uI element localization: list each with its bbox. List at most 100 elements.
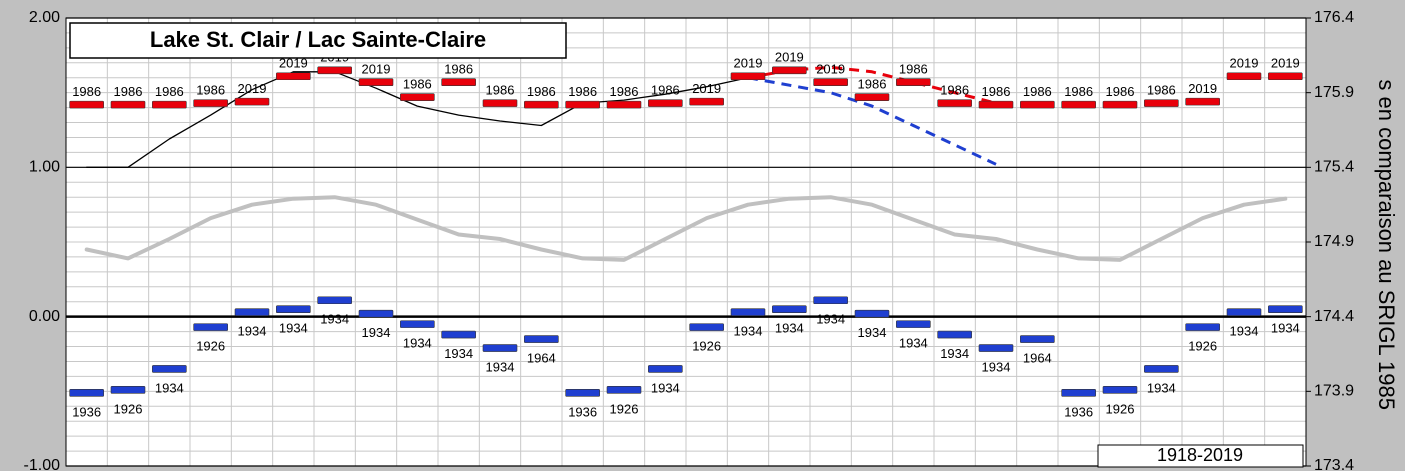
bar <box>193 99 228 107</box>
record-year-label: 1926 <box>196 339 225 354</box>
record-year-label: 1936 <box>1064 404 1093 419</box>
record-year-label: 1934 <box>816 312 845 327</box>
bar <box>1144 365 1179 373</box>
record-year-label: 1986 <box>403 77 432 92</box>
record-year-label: 1936 <box>568 404 597 419</box>
record-year-label: 1986 <box>527 84 556 99</box>
record-year-label: 1934 <box>858 325 887 340</box>
bar <box>234 97 270 106</box>
grid <box>66 17 1306 467</box>
bar <box>896 78 931 87</box>
record-year-label: 2019 <box>816 62 845 77</box>
record-year-label: 1964 <box>527 351 556 366</box>
record-year-label: 2019 <box>734 56 763 71</box>
bar <box>1020 335 1055 343</box>
y2-tick-label: 173.9 <box>1314 383 1354 400</box>
record-year-label: 2019 <box>279 56 308 71</box>
bar <box>1226 308 1262 316</box>
record-year-label: 1986 <box>155 84 184 99</box>
bar <box>1268 72 1303 81</box>
bar <box>276 305 311 314</box>
bar <box>441 78 476 87</box>
bar <box>606 100 642 109</box>
bar <box>400 93 435 101</box>
record-year-label: 1986 <box>610 84 639 99</box>
record-year-label: 1934 <box>279 321 308 336</box>
marks: 1986 1986 1986 1986 2019 2019 2019 2019 1986 1986… <box>69 50 1303 419</box>
record-year-label: 1934 <box>1271 321 1300 336</box>
record-year-label: 2019 <box>775 50 804 65</box>
bar <box>937 99 972 107</box>
bar <box>400 320 435 328</box>
record-year-label: 1934 <box>486 359 515 374</box>
record-year-label: 1986 <box>1064 84 1093 99</box>
record-year-label: 1934 <box>444 346 473 361</box>
bar <box>317 296 352 305</box>
record-year-label: 1934 <box>320 312 349 327</box>
forecast-line <box>747 76 997 166</box>
record-year-label: 1934 <box>734 324 763 339</box>
bar <box>110 386 146 394</box>
bar <box>234 308 270 316</box>
y2-tick-label: 176.4 <box>1314 9 1354 26</box>
y-tick-label: 2.00 <box>29 9 60 26</box>
bar <box>1226 72 1262 81</box>
title-box <box>69 22 567 59</box>
bar <box>689 323 724 331</box>
bar <box>1061 389 1096 397</box>
bar <box>689 97 724 106</box>
record-year-label: 1934 <box>403 336 432 351</box>
record-year-label: 1934 <box>982 359 1011 374</box>
record-year-label: 1986 <box>444 62 473 77</box>
bar <box>69 100 104 109</box>
record-year-label: 2019 <box>238 81 267 96</box>
y2-tick-label: 173.4 <box>1314 457 1354 471</box>
record-year-label: 1934 <box>940 346 969 361</box>
bar <box>1185 323 1220 331</box>
record-year-label: 1986 <box>1147 83 1176 98</box>
record-year-label: 2019 <box>1271 56 1300 71</box>
record-year-label: 1934 <box>775 321 804 336</box>
bar <box>1020 100 1055 109</box>
record-year-label: 2019 <box>692 81 721 96</box>
bar <box>441 330 476 339</box>
bar <box>193 323 228 331</box>
record-year-label: 1986 <box>486 83 515 98</box>
bar <box>524 100 559 109</box>
record-year-label: 1986 <box>72 84 101 99</box>
record-year-label: 1986 <box>899 62 928 77</box>
period-label: 1918-2019 <box>1157 445 1243 465</box>
record-year-label: 1934 <box>155 380 184 395</box>
record-year-label: 1926 <box>692 339 721 354</box>
record-year-label: 1934 <box>1147 380 1176 395</box>
bar <box>854 309 890 318</box>
record-year-label: 1926 <box>114 401 143 416</box>
bar <box>358 78 394 87</box>
record-year-label: 1926 <box>1106 401 1135 416</box>
record-year-label: 1934 <box>362 325 391 340</box>
bar <box>730 72 766 81</box>
chart-title: Lake St. Clair / Lac Sainte-Claire <box>150 27 486 52</box>
y2-axis-title: s en comparaison au SRIGL 1985 <box>1374 79 1399 410</box>
record-year-label: 1926 <box>1188 339 1217 354</box>
bar <box>1268 305 1303 314</box>
record-year-label: 1926 <box>610 401 639 416</box>
line <box>84 195 1288 262</box>
bar <box>565 389 600 397</box>
record-year-label: 1934 <box>651 380 680 395</box>
bar <box>69 389 104 397</box>
y2-tick-label: 175.9 <box>1314 84 1354 101</box>
record-year-label: 1934 <box>238 324 267 339</box>
bar <box>482 344 518 352</box>
y2-tick-label: 175.4 <box>1314 159 1354 176</box>
record-year-label: 1986 <box>1023 84 1052 99</box>
record-year-label: 1986 <box>196 83 225 98</box>
record-year-label: 1934 <box>899 336 928 351</box>
bar <box>854 93 890 101</box>
bar <box>978 344 1014 352</box>
bar <box>152 365 187 373</box>
record-year-label: 1986 <box>858 77 887 92</box>
record-year-label: 2019 <box>1230 56 1259 71</box>
bar <box>482 99 518 107</box>
